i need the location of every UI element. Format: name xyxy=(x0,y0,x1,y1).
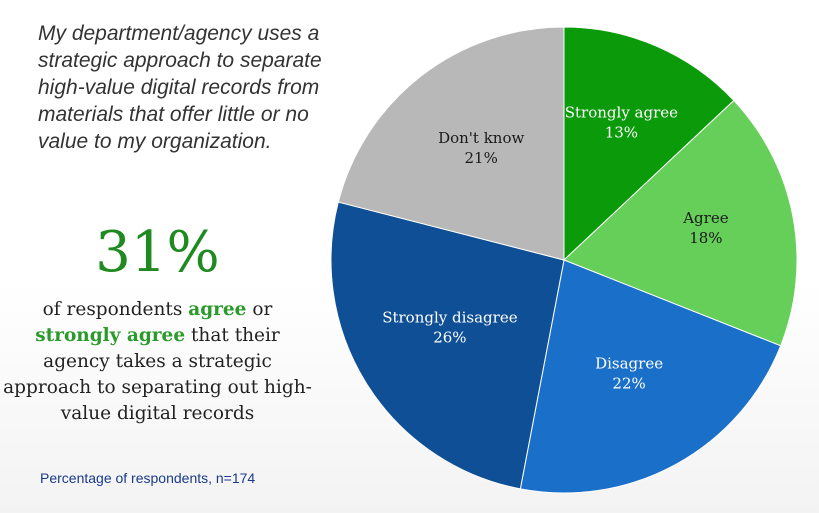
slice-value-label: 26% xyxy=(433,328,466,346)
question-text: My department/agency uses a strategic ap… xyxy=(38,22,322,153)
stat-description: of respondents agree or strongly agree t… xyxy=(0,297,315,427)
pie-slice-don-t-know xyxy=(337,26,565,261)
slice-value-label: 18% xyxy=(689,229,722,247)
stat-text-3: that their agency takes a strategic appr… xyxy=(3,325,312,424)
pie-slice-strongly-agree xyxy=(563,26,735,262)
pie-slice-strongly-disagree xyxy=(330,201,565,490)
slice-value-label: 13% xyxy=(605,123,638,141)
headline-stat: 31% xyxy=(95,220,220,285)
slice-value-label: 21% xyxy=(465,149,498,167)
stat-text-2: or xyxy=(252,299,273,320)
stat-strongly-agree: strongly agree xyxy=(35,325,186,346)
pie-slice-disagree xyxy=(519,259,782,494)
footnote: Percentage of respondents, n=174 xyxy=(40,470,256,486)
slice-label: Don't know xyxy=(438,129,524,147)
slice-label: Agree xyxy=(682,209,728,227)
stat-text-1: of respondents xyxy=(42,299,183,320)
pie-slice-agree xyxy=(563,99,798,347)
slice-label: Strongly agree xyxy=(565,103,678,121)
slice-label: Strongly disagree xyxy=(382,308,517,326)
slice-label: Disagree xyxy=(595,354,663,372)
slice-value-label: 22% xyxy=(612,374,645,392)
stat-agree: agree xyxy=(188,299,247,320)
